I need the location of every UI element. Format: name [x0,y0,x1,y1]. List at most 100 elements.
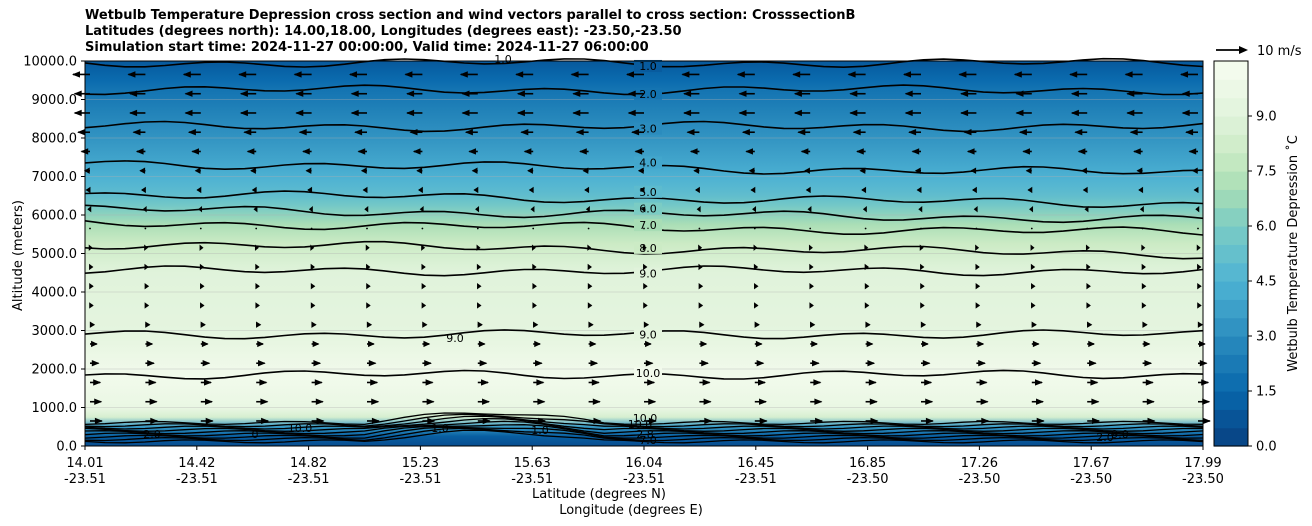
wind-vector [908,129,921,136]
wind-vector [1142,398,1155,405]
wind-vector [73,90,90,97]
wind-vector [1141,244,1146,251]
wind-vector [587,227,590,230]
wind-vector [366,227,368,230]
wind-vector [477,360,488,367]
wind-vector [302,148,312,155]
surface-contour-5 [84,417,1203,432]
x-tick-lat-7: 16.85 [849,456,886,471]
wind-vector [698,244,703,251]
wind-vector [200,417,214,425]
wind-vector [699,360,709,367]
colorbar-band-2 [1214,391,1248,410]
wind-vector [1082,186,1088,194]
contour-label-6: 7.0 [639,219,657,232]
wind-vector [1198,417,1211,425]
wind-vector [256,417,270,425]
contour-extra-label-4: 1.0 [431,422,449,435]
wind-vector [422,360,432,367]
wind-vector [976,360,986,367]
wind-vector [644,417,657,425]
wind-vector [532,302,537,309]
wind-vector [1141,283,1147,290]
wind-vector [643,321,650,328]
wind-vector [754,302,759,309]
wind-vector [194,167,201,174]
wind-vector [903,71,921,78]
wind-vector [579,148,589,155]
wind-vector [142,206,147,213]
wind-vector [532,263,537,271]
wind-vector [72,71,90,78]
wind-vector [477,398,491,405]
colorbar-band-4 [1214,354,1248,374]
wind-vector [1013,71,1032,78]
wind-vector [754,417,768,425]
wind-vector [367,417,380,425]
wind-vector [865,379,877,386]
wind-vector [144,283,150,290]
wind-vector [921,417,934,425]
wind-vector [184,109,201,117]
wind-vector [572,90,589,97]
wind-vector [145,417,159,425]
colorbar-band-19 [1214,79,1248,99]
wind-vector [861,186,867,194]
wind-vector [191,148,201,155]
wind-vector [90,398,103,405]
wind-vector [1142,360,1153,367]
wind-vector [364,206,369,213]
wind-vector [89,321,96,328]
colorbar-tick-label-4: 6.0 [1256,220,1277,235]
x-tick-lon-3: -23.51 [399,472,441,487]
wind-vector [254,244,259,251]
wind-vector [975,302,981,309]
wind-vector [1070,109,1088,117]
wind-vector [643,227,645,230]
wind-vector [865,340,874,348]
wind-vector [144,244,149,251]
wind-vector [797,129,811,136]
wind-vector [1030,263,1036,271]
wind-vector [468,148,478,155]
x-tick-lat-8: 17.26 [961,456,998,471]
wind-vector [754,321,760,328]
wind-vector [920,263,925,271]
wind-vector [246,148,257,155]
wind-vector [920,283,925,290]
wind-vector [1198,360,1208,367]
wind-vector [184,90,201,97]
wind-vector [1025,167,1032,174]
wind-vector [634,148,644,155]
wind-vector [366,321,373,328]
wind-vector [354,129,367,136]
wind-vector [810,360,820,367]
x-tick-lon-2: -23.51 [288,472,330,487]
wind-vector [587,263,592,271]
wind-vector [422,398,435,405]
x-tick-lat-5: 16.04 [625,456,662,471]
contour-extra-label-6: 10.0 [288,422,313,435]
wind-vector [199,227,202,230]
surface-contour-8 [84,412,1204,426]
wind-vector [360,167,367,174]
wind-vector [808,244,813,251]
wind-vector [1069,71,1088,78]
colorbar-tick-label-5: 7.5 [1256,165,1277,180]
wind-vector [804,167,811,174]
wind-vector [752,206,757,213]
wind-vector [1139,206,1144,213]
wind-vector [849,90,866,97]
wind-vector [516,109,534,117]
wind-vector [298,129,312,136]
wind-vector [904,109,921,117]
wind-vector [530,206,535,213]
colorbar-tick-label-1: 1.5 [1256,385,1277,400]
y-tick-label-5: 5000.0 [32,247,78,262]
wind-vector [421,227,424,230]
wind-vector [847,71,866,78]
wind-vector [473,186,479,194]
wind-vector [477,340,486,348]
wind-vector [572,109,589,117]
wind-vector [293,71,312,78]
